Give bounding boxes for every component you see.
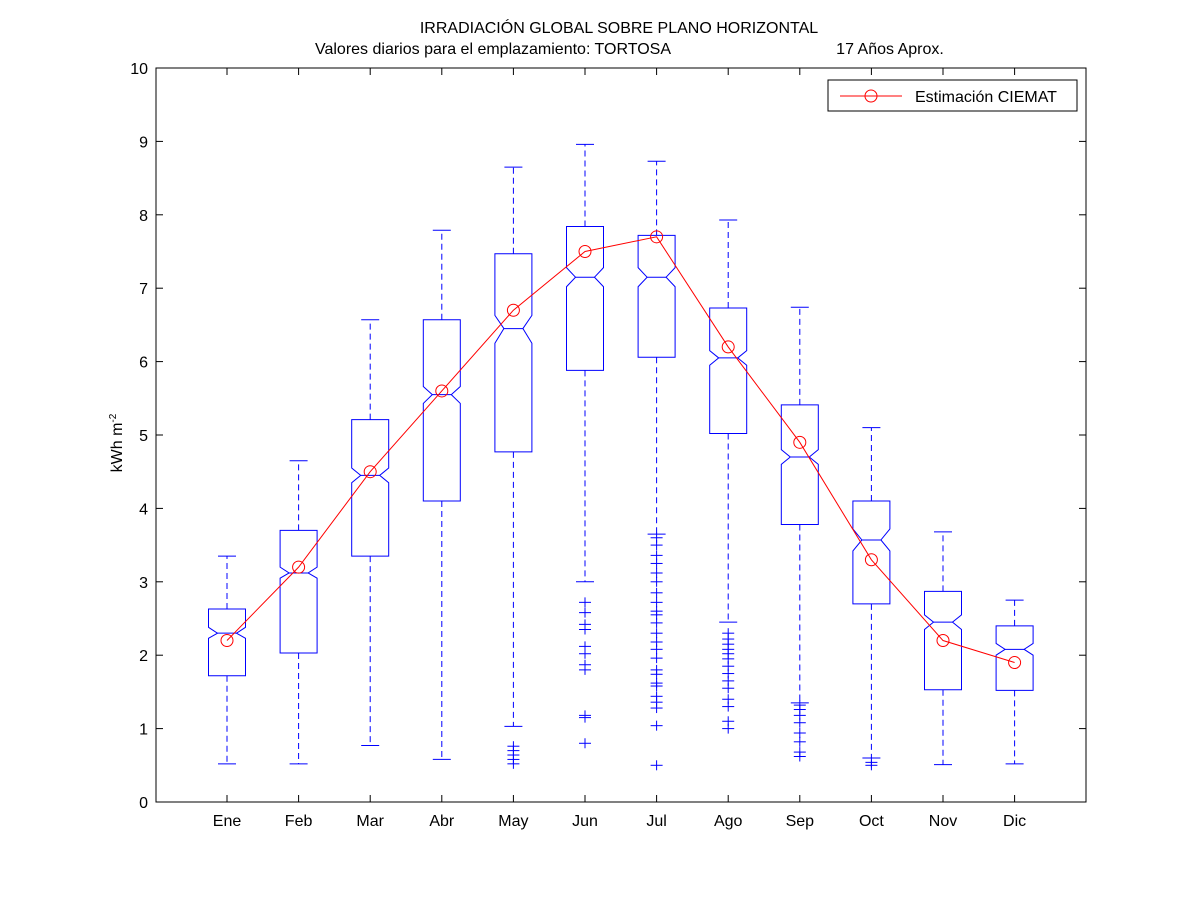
y-tick-label: 2 — [139, 648, 148, 665]
y-tick-label: 9 — [139, 134, 148, 151]
y-tick-label: 1 — [139, 722, 148, 739]
y-tick-label: 5 — [139, 428, 148, 445]
y-tick-label: 6 — [139, 355, 148, 372]
box-body — [924, 590, 962, 691]
legend-marker — [864, 89, 878, 103]
plot-area: 0 1 2 3 4 5 6 7 8 9 10 Ene Feb Mar Abr May Jun Jul Ago Sep… — [130, 61, 1087, 830]
y-axis-label: kWh m-2 — [108, 413, 126, 472]
box-body — [637, 234, 676, 358]
estimation-point — [936, 634, 950, 648]
x-tick-label: Dic — [1003, 813, 1026, 830]
estimation-point — [650, 230, 664, 244]
y-tick-label: 10 — [130, 61, 148, 78]
x-tick-label: May — [498, 813, 528, 830]
box-Nov — [924, 531, 962, 766]
y-tick-label: 4 — [139, 501, 148, 518]
x-tick-label: Jun — [572, 813, 598, 830]
box-Mar — [351, 319, 390, 746]
y-tick-label: 8 — [139, 208, 148, 225]
legend: Estimación CIEMAT — [827, 79, 1078, 112]
estimation-series — [220, 230, 1022, 670]
box-body — [709, 307, 748, 435]
estimation-point — [506, 303, 520, 317]
x-tick-label: Oct — [859, 813, 884, 830]
x-tick-label: Mar — [356, 813, 384, 830]
x-tick-label: Jul — [646, 813, 666, 830]
box-body — [351, 419, 390, 557]
estimation-point — [1008, 656, 1022, 670]
box-Sep — [780, 306, 819, 762]
box-Dic — [995, 599, 1034, 765]
x-tick-label: Ago — [714, 813, 743, 830]
estimation-point — [435, 384, 449, 398]
box-body — [566, 226, 604, 371]
estimation-point — [220, 634, 234, 648]
x-tick-label: Abr — [429, 813, 455, 830]
box-Jun — [566, 143, 604, 749]
box-Oct — [852, 427, 891, 771]
box-body — [995, 625, 1034, 691]
estimation-line — [226, 236, 1015, 664]
boxplot-series — [208, 143, 1034, 771]
box-Abr — [422, 229, 461, 760]
x-tick-label: Ene — [213, 813, 242, 830]
chart-title: IRRADIACIÓN GLOBAL SOBRE PLANO HORIZONTA… — [420, 18, 818, 37]
estimation-point — [363, 465, 377, 479]
x-axis: Ene Feb Mar Abr May Jun Jul Ago Sep Oct Nov Dic — [213, 68, 1026, 830]
chart-subtitle-left: Valores diarios para el emplazamiento: T… — [315, 41, 671, 58]
box-body — [279, 529, 318, 654]
box-Ene — [208, 555, 246, 765]
y-tick-label: 3 — [139, 575, 148, 592]
chart-subtitle-right: 17 Años Aprox. — [836, 41, 944, 58]
y-tick-label: 7 — [139, 281, 148, 298]
axes-frame — [155, 67, 1087, 803]
x-tick-label: Feb — [285, 813, 313, 830]
x-tick-label: Nov — [929, 813, 957, 830]
y-axis-label-exponent: -2 — [108, 413, 119, 422]
estimation-point — [864, 553, 878, 567]
estimation-point — [721, 340, 735, 354]
y-axis: 0 1 2 3 4 5 6 7 8 9 10 — [130, 61, 1086, 812]
estimation-point — [578, 245, 592, 258]
box-body — [494, 253, 533, 453]
box-Jul — [637, 160, 676, 771]
box-body — [422, 319, 461, 502]
estimation-point — [793, 435, 807, 449]
box-Feb — [279, 460, 318, 765]
y-tick-label: 0 — [139, 795, 148, 812]
x-tick-label: Sep — [786, 813, 815, 830]
box-May — [494, 166, 533, 769]
legend-label: Estimación CIEMAT — [915, 89, 1057, 106]
box-body — [852, 500, 891, 605]
y-axis-label-main: kWh m — [109, 423, 126, 473]
box-Ago — [709, 219, 748, 734]
box-body — [208, 608, 246, 677]
estimation-point — [292, 560, 306, 574]
box-body — [780, 404, 819, 526]
